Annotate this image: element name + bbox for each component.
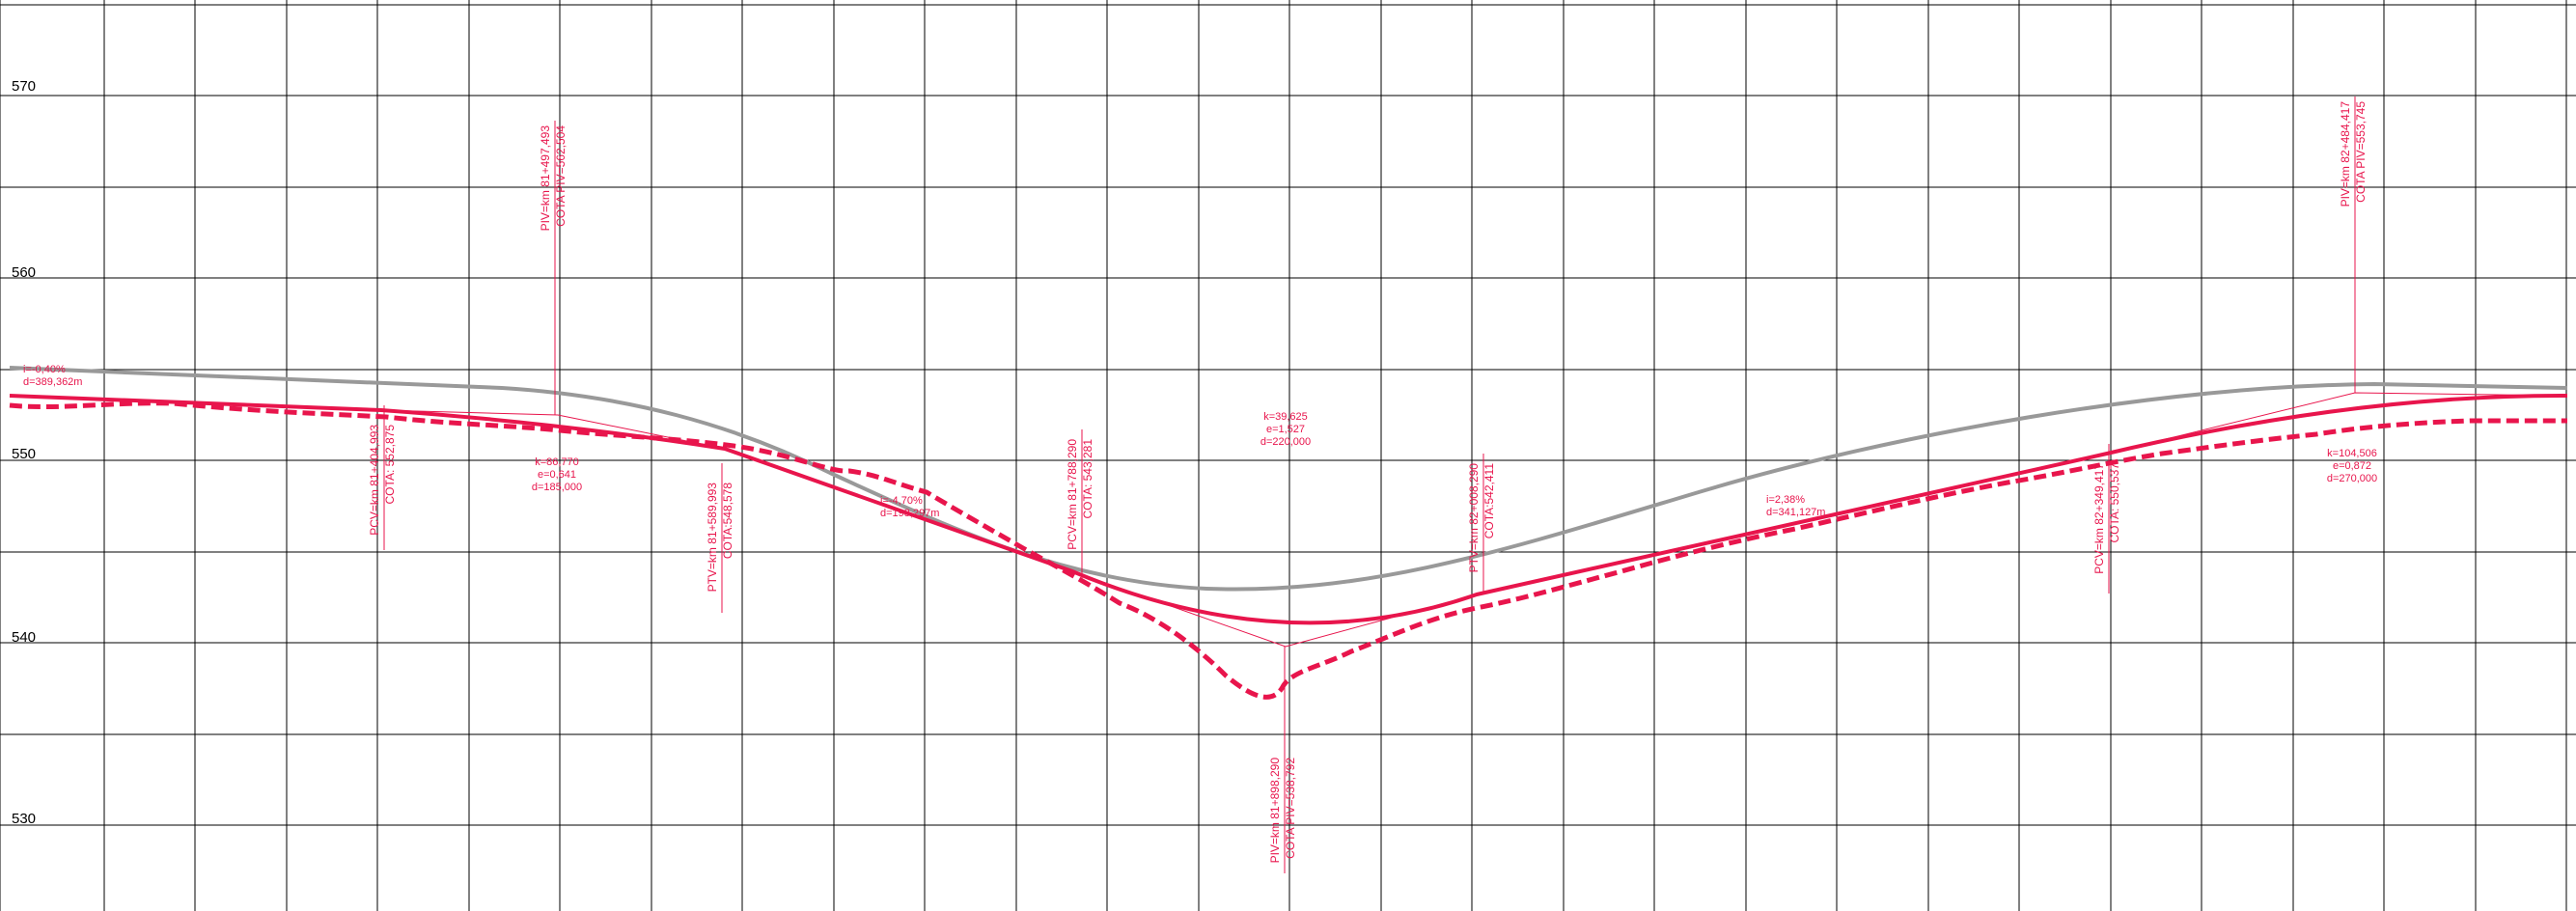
elevation-labels: 570 560 550 540 530 <box>12 78 36 827</box>
station-label-text: COTA: 552,875 <box>383 425 397 505</box>
station-label-text: PIV=km 81+497,493 <box>539 125 552 232</box>
grade-labels: i=-0,40%d=389,362m i=-4,70%d=198,297m i=2,… <box>23 364 1825 519</box>
station-label-piv3: PIV=km 82+484,417 COTA PIV=553,745 <box>2339 97 2368 393</box>
station-label-text: COTA PIV=553,745 <box>2354 101 2368 203</box>
station-label-text: PTV=km 82+008,290 <box>1467 463 1481 573</box>
grade-label-grade3: i=2,38%d=341,127m <box>1766 494 1825 518</box>
natural-ground-line <box>9 400 2567 700</box>
station-label-text: PCV=km 81+404,993 <box>368 425 381 536</box>
curve-param-text: e=0,872 <box>2333 460 2371 472</box>
curve-param-text: k=39,625 <box>1263 411 1308 423</box>
station-label-ptv1: PTV=km 81+589,993 COTA:548,578 <box>706 463 734 613</box>
elevation-label: 530 <box>12 811 36 827</box>
grade-line <box>9 393 2568 625</box>
station-label-pcv2: PCV=km 81+788,290 COTA: 543,281 <box>1066 429 1094 579</box>
station-label-ptv2: PTV=km 82+008,290 COTA:542,411 <box>1467 454 1496 594</box>
terrain-line <box>9 400 2567 700</box>
grade-label-grade1: i=-0,40%d=389,362m <box>23 364 82 388</box>
station-label-piv1: PIV=km 81+497,493 COTA PIV=562,504 <box>539 121 568 415</box>
grade-label-text: i=-4,70% <box>880 495 923 507</box>
grade-label-text: d=198,297m <box>880 508 939 519</box>
existing-profile-line <box>9 366 2568 592</box>
elevation-label: 550 <box>12 446 36 462</box>
station-label-text: PIV=km 81+898,290 <box>1268 758 1282 864</box>
curve-param-text: k=104,506 <box>2327 448 2377 459</box>
curve-param-text: k=86,770 <box>535 456 579 468</box>
curve-param-text: e=1,527 <box>1266 424 1305 435</box>
station-label-text: COTA PIV=538,792 <box>1284 758 1297 859</box>
station-label-text: COTA:542,411 <box>1482 463 1496 539</box>
curve-param-text: e=0,641 <box>538 469 576 481</box>
grade-label-text: i=-0,40% <box>23 364 66 375</box>
curve-param-text: d=185,000 <box>532 482 582 493</box>
station-labels: PIV=km 81+497,493 COTA PIV=562,504 PCV=km … <box>368 97 2368 873</box>
station-label-piv2: PIV=km 81+898,290 COTA PIV=538,792 <box>1268 647 1297 873</box>
curve-param-text: d=220,000 <box>1260 436 1311 448</box>
curve-param-text: d=270,000 <box>2327 473 2377 484</box>
station-label-text: PCV=km 82+349,417 <box>2092 463 2106 574</box>
station-label-text: COTA:548,578 <box>721 483 734 559</box>
station-label-text: COTA PIV=562,504 <box>554 125 568 227</box>
station-label-text: PTV=km 81+589,993 <box>706 483 719 593</box>
station-label-text: COTA: 543,281 <box>1081 439 1094 519</box>
elevation-label: 540 <box>12 629 36 646</box>
elevation-label: 570 <box>12 78 36 95</box>
grade-label-text: i=2,38% <box>1766 494 1805 506</box>
grade-label-grade2: i=-4,70%d=198,297m <box>880 495 939 519</box>
curve-parameter-labels: k=86,770e=0,641d=185,000k=39,625e=1,527d… <box>532 411 2377 493</box>
station-label-text: PIV=km 82+484,417 <box>2339 101 2352 207</box>
elevation-label: 560 <box>12 264 36 281</box>
grade-label-text: d=389,362m <box>23 376 82 388</box>
station-label-text: PCV=km 81+788,290 <box>1066 439 1079 550</box>
existing-ground-line <box>9 366 2568 592</box>
station-label-pcv3: PCV=km 82+349,417 COTA: 550,537 <box>2092 444 2121 594</box>
station-label-pcv1: PCV=km 81+404,993 COTA: 552,875 <box>368 405 397 550</box>
station-label-text: COTA: 550,537 <box>2108 463 2121 543</box>
grade-label-text: d=341,127m <box>1766 507 1825 518</box>
